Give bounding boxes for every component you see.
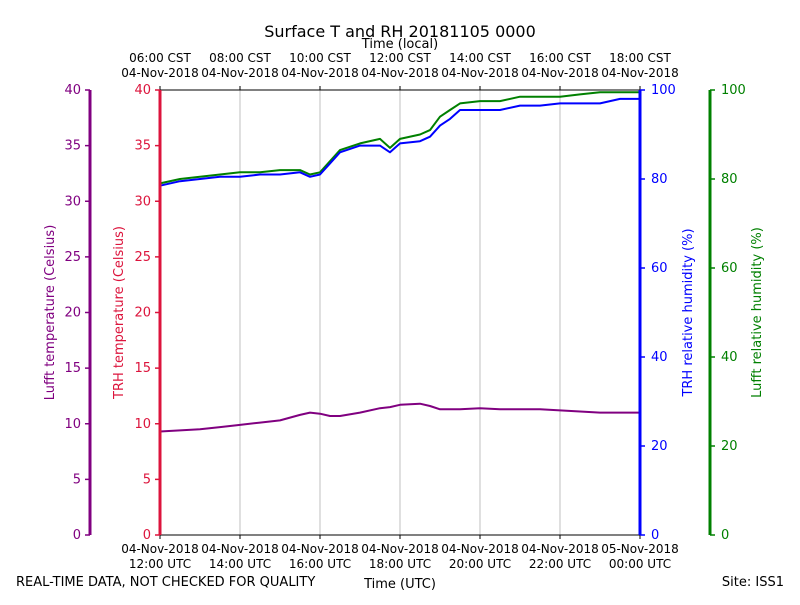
lufft_temperature-tick-label: 30 (64, 194, 81, 209)
top-tick-time: 12:00 CST (369, 51, 431, 65)
trh_temperature-tick-label: 5 (143, 472, 151, 487)
x-tick-time: 22:00 UTC (529, 557, 591, 571)
x-tick-time: 18:00 UTC (369, 557, 431, 571)
trh_temperature-tick-label: 0 (143, 528, 151, 543)
series-line-lufft_temperature (159, 402, 640, 433)
x-tick-time: 20:00 UTC (449, 557, 511, 571)
x-tick-date: 04-Nov-2018 (441, 542, 519, 556)
trh_temperature-tick-label: 35 (134, 139, 151, 154)
lufft_relative_humidity-tick-label: 40 (721, 350, 738, 365)
lufft_temperature-tick-label: 10 (64, 417, 81, 432)
chart-title: Surface T and RH 20181105 0000 (264, 22, 536, 41)
trh_relative_humidity-tick-label: 0 (651, 528, 659, 543)
series-group (159, 91, 640, 433)
x-tick-date: 04-Nov-2018 (521, 542, 599, 556)
quality-disclaimer: REAL-TIME DATA, NOT CHECKED FOR QUALITY (16, 575, 316, 590)
top-tick-date: 04-Nov-2018 (281, 66, 359, 80)
lufft_temperature-tick-label: 35 (64, 139, 81, 154)
top-axis-label: Time (local) (361, 37, 438, 52)
top-tick-date: 04-Nov-2018 (201, 66, 279, 80)
x-tick-time: 00:00 UTC (609, 557, 671, 571)
trh-humidity-label: TRH relative humidity (%) (681, 228, 696, 397)
lufft_relative_humidity-tick-label: 100 (721, 83, 746, 98)
lufft_temperature-tick-label: 15 (64, 361, 81, 376)
top-tick-date: 04-Nov-2018 (601, 66, 679, 80)
top-tick-time: 14:00 CST (449, 51, 511, 65)
top-tick-time: 18:00 CST (609, 51, 671, 65)
trh_temperature-tick-label: 20 (134, 306, 151, 321)
lufft_relative_humidity-tick-label: 80 (721, 172, 738, 187)
trh-temperature-label: TRH temperature (Celsius) (112, 226, 127, 400)
lufft_temperature-tick-label: 25 (64, 250, 81, 265)
trh_relative_humidity-tick-label: 20 (651, 439, 668, 454)
top-tick-date: 04-Nov-2018 (521, 66, 599, 80)
top-tick-date: 04-Nov-2018 (441, 66, 519, 80)
lufft_temperature-tick-label: 0 (73, 528, 81, 543)
trh_relative_humidity-tick-label: 100 (651, 83, 676, 98)
top-tick-time: 10:00 CST (289, 51, 351, 65)
x-axis-label: Time (UTC) (363, 577, 436, 592)
trh_relative_humidity-tick-label: 80 (651, 172, 668, 187)
x-tick-date: 04-Nov-2018 (201, 542, 279, 556)
x-tick-date: 04-Nov-2018 (281, 542, 359, 556)
lufft_temperature-tick-label: 5 (73, 472, 81, 487)
lufft-humidity-label: Lufft relative humidity (%) (750, 227, 765, 398)
series-line-lufft_relative_humidity (159, 91, 640, 185)
lufft_temperature-tick-label: 20 (64, 306, 81, 321)
x-tick-time: 12:00 UTC (129, 557, 191, 571)
lufft_temperature-tick-label: 40 (64, 83, 81, 98)
top-tick-time: 06:00 CST (129, 51, 191, 65)
lufft_relative_humidity-tick-label: 60 (721, 261, 738, 276)
x-tick-date: 05-Nov-2018 (601, 542, 679, 556)
site-label: Site: ISS1 (721, 575, 784, 590)
trh_relative_humidity-tick-label: 60 (651, 261, 668, 276)
trh_temperature-tick-label: 25 (134, 250, 151, 265)
lufft_relative_humidity-tick-label: 0 (721, 528, 729, 543)
trh_temperature-tick-label: 30 (134, 194, 151, 209)
trh_relative_humidity-tick-label: 40 (651, 350, 668, 365)
grid (239, 90, 561, 535)
top-tick-date: 04-Nov-2018 (121, 66, 199, 80)
trh_temperature-tick-label: 15 (134, 361, 151, 376)
trh_temperature-tick-label: 40 (134, 83, 151, 98)
series-line-trh_relative_humidity (159, 97, 640, 187)
top-tick-time: 16:00 CST (529, 51, 591, 65)
x-tick-time: 16:00 UTC (289, 557, 351, 571)
x-tick-date: 04-Nov-2018 (361, 542, 439, 556)
top-tick-time: 08:00 CST (209, 51, 271, 65)
x-tick-date: 04-Nov-2018 (121, 542, 199, 556)
top-tick-date: 04-Nov-2018 (361, 66, 439, 80)
x-tick-time: 14:00 UTC (209, 557, 271, 571)
lufft-temperature-label: Lufft temperature (Celsius) (43, 225, 58, 401)
lufft_relative_humidity-tick-label: 20 (721, 439, 738, 454)
trh_temperature-tick-label: 10 (134, 417, 151, 432)
